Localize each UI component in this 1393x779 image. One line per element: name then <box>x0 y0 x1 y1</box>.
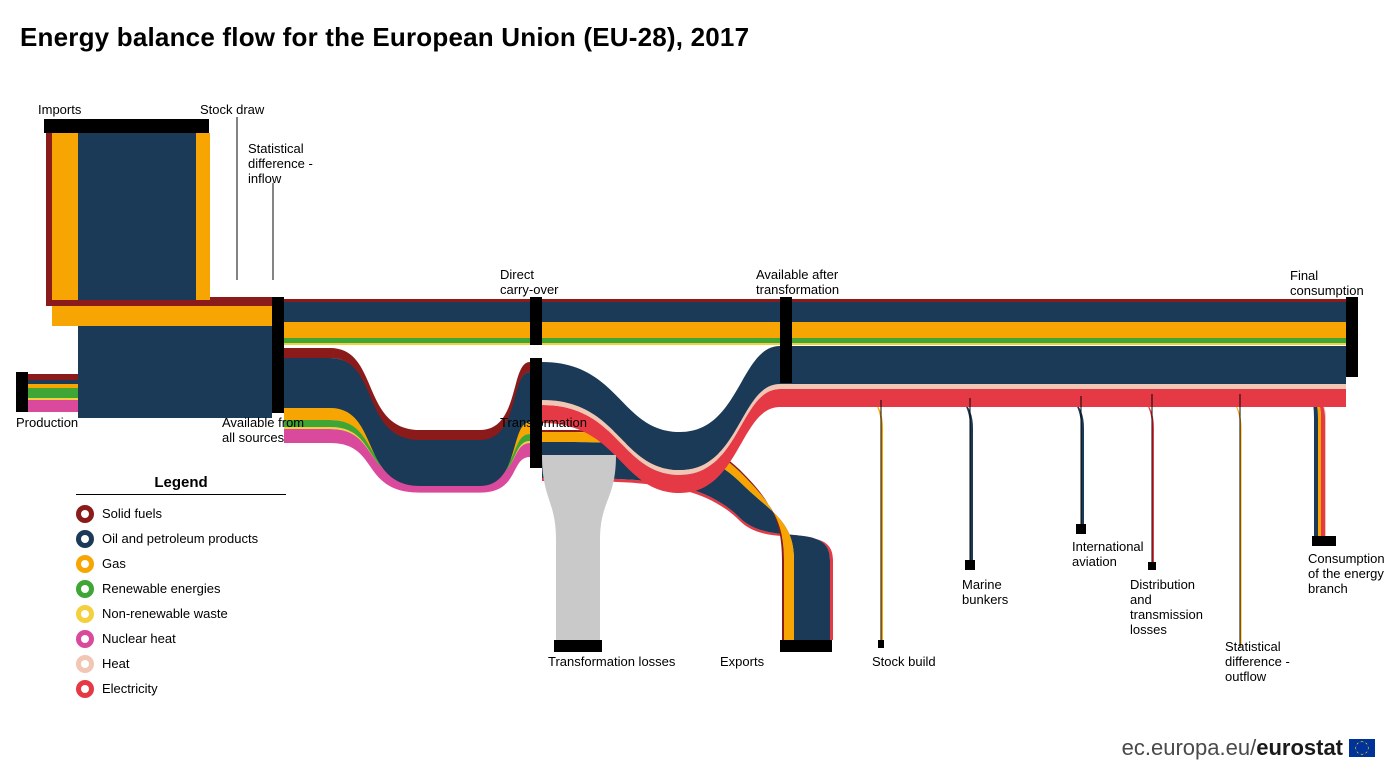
legend-item-elec: Electricity <box>76 676 286 701</box>
node-label-stat_out: Statistical difference - outflow <box>1225 640 1290 685</box>
flow-thin-intl_av <box>792 388 1084 524</box>
legend-swatch-renew <box>76 580 94 598</box>
flow-final-add-elec <box>780 389 1346 407</box>
node-label-trans_losses: Transformation losses <box>548 655 675 670</box>
legend-swatch-elec <box>76 680 94 698</box>
flow-imports-solid <box>46 133 52 300</box>
flow-imports-h-solid <box>46 300 272 306</box>
legend-item-waste: Non-renewable waste <box>76 601 286 626</box>
flow-direct-gas <box>284 322 1346 338</box>
legend-item-gas: Gas <box>76 551 286 576</box>
legend-label: Oil and petroleum products <box>102 531 258 546</box>
flow-direct-solid <box>284 299 1346 302</box>
eu-flag-icon <box>1349 739 1375 757</box>
legend-swatch-gas <box>76 555 94 573</box>
node-label-marine: Marine bunkers <box>962 578 1008 608</box>
tt-a-solid <box>284 348 330 358</box>
node-label-intl_av: International aviation <box>1072 540 1144 570</box>
legend-label: Non-renewable waste <box>102 606 228 621</box>
node-label-transformation: Transformation <box>500 416 587 431</box>
node-label-avail_all: Available from all sources <box>222 416 304 446</box>
legend-label: Heat <box>102 656 129 671</box>
node-label-stock_build: Stock build <box>872 655 936 670</box>
legend-label: Solid fuels <box>102 506 162 521</box>
node-label-dist_loss: Distribution and transmission losses <box>1130 578 1203 638</box>
tt-a-oil <box>284 358 330 408</box>
flow-direct-renew <box>284 338 1346 343</box>
flow-imports-gas <box>196 133 210 300</box>
legend-swatch-waste <box>76 605 94 623</box>
legend-swatch-solid <box>76 505 94 523</box>
legend-item-heat: Heat <box>76 651 286 676</box>
legend-title: Legend <box>76 474 286 491</box>
node-label-stat_in: Statistical difference - inflow <box>248 142 313 187</box>
legend-item-renew: Renewable energies <box>76 576 286 601</box>
node-label-avail_after: Available after transformation <box>756 268 839 298</box>
legend-swatch-nuclear <box>76 630 94 648</box>
flow-final-add-oil <box>780 346 1346 384</box>
legend-label: Gas <box>102 556 126 571</box>
node-label-stock_draw: Stock draw <box>200 103 264 118</box>
node-label-production: Production <box>16 416 78 431</box>
legend-label: Nuclear heat <box>102 631 176 646</box>
footer-brand: eurostat <box>1256 735 1343 761</box>
flow-direct-waste <box>284 343 1346 345</box>
legend-item-oil: Oil and petroleum products <box>76 526 286 551</box>
node-label-direct_co: Direct carry-over <box>500 268 559 298</box>
footer-site: ec.europa.eu/ <box>1122 735 1257 761</box>
node-label-final: Final consumption <box>1290 269 1364 299</box>
node-label-exports: Exports <box>720 655 764 670</box>
flow-imports-gas <box>52 133 78 300</box>
flow-consbranch-heat <box>1200 389 1326 536</box>
flow-final-add-heat <box>780 384 1346 389</box>
legend-item-solid: Solid fuels <box>76 501 286 526</box>
footer: ec.europa.eu/ eurostat <box>1122 735 1375 761</box>
flow-direct-oil <box>284 302 1346 322</box>
legend: Legend Solid fuels Oil and petroleum prod… <box>76 474 286 701</box>
legend-swatch-heat <box>76 655 94 673</box>
legend-label: Electricity <box>102 681 158 696</box>
node-label-cons_branch: Consumption of the energy branch <box>1308 552 1385 597</box>
node-label-imports: Imports <box>38 103 81 118</box>
flow-imports-oil <box>78 133 196 300</box>
legend-swatch-oil <box>76 530 94 548</box>
legend-label: Renewable energies <box>102 581 221 596</box>
legend-item-nuclear: Nuclear heat <box>76 626 286 651</box>
flow-trans-losses <box>542 455 616 640</box>
legend-divider <box>76 494 286 495</box>
flow-consbranch-elec <box>1200 385 1325 536</box>
